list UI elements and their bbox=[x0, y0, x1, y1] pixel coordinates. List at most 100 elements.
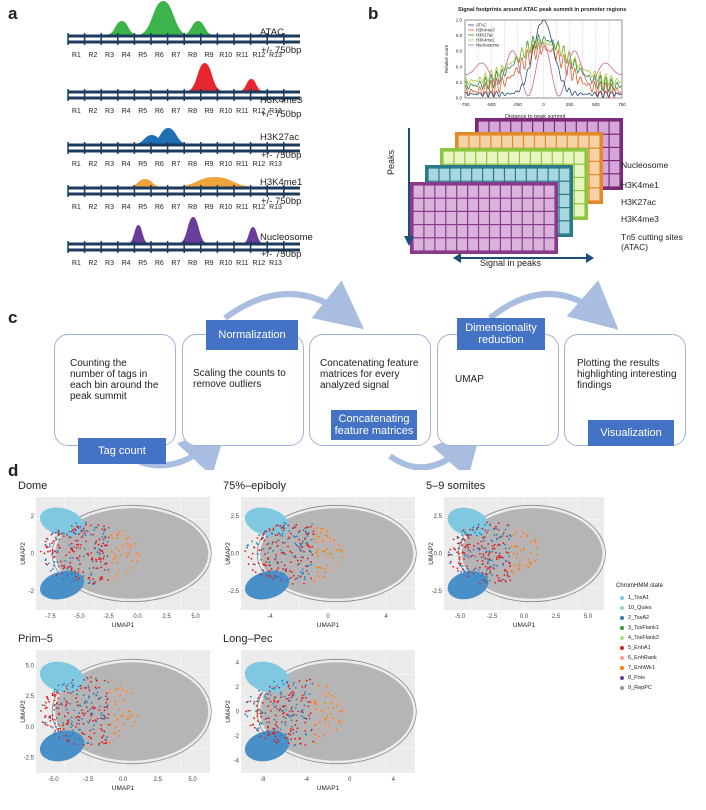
umap-point bbox=[106, 540, 109, 543]
umap-point bbox=[51, 692, 54, 695]
umap-point bbox=[295, 714, 298, 717]
umap-point bbox=[491, 574, 494, 576]
umap-point bbox=[66, 702, 69, 704]
umap-point bbox=[297, 710, 299, 713]
umap-point bbox=[60, 560, 62, 563]
umap-point bbox=[322, 535, 325, 538]
umap-point bbox=[72, 580, 75, 582]
bin-label: R9 bbox=[205, 52, 214, 59]
umap-point bbox=[335, 549, 338, 551]
umap-point bbox=[87, 687, 90, 689]
umap-point bbox=[298, 738, 301, 740]
umap-point bbox=[335, 700, 338, 703]
matrix-cell bbox=[483, 168, 493, 181]
umap-point bbox=[333, 546, 336, 549]
umap-point bbox=[78, 559, 80, 562]
umap-point bbox=[498, 552, 501, 555]
umap-point bbox=[45, 546, 48, 549]
umap-point bbox=[508, 575, 510, 578]
umap-point bbox=[511, 573, 513, 575]
umap-point bbox=[314, 733, 316, 736]
umap-point bbox=[513, 533, 516, 536]
umap-point bbox=[461, 544, 463, 547]
umap-point bbox=[293, 525, 296, 527]
umap-point bbox=[466, 567, 469, 570]
legend-item: 9_RepPC bbox=[620, 685, 652, 691]
umap-point bbox=[488, 550, 491, 552]
umap-point bbox=[94, 686, 97, 689]
umap-point bbox=[453, 547, 455, 550]
umap-point bbox=[288, 577, 291, 580]
bin-label: R2 bbox=[88, 260, 97, 267]
umap-point bbox=[277, 575, 280, 578]
umap-point bbox=[119, 689, 122, 692]
umap-point bbox=[305, 696, 307, 699]
umap-point bbox=[84, 534, 87, 537]
umap-point bbox=[530, 563, 532, 566]
umap-point bbox=[480, 545, 483, 547]
umap-x-tick: -4 bbox=[304, 777, 310, 783]
umap-point bbox=[266, 692, 269, 695]
umap-point bbox=[312, 740, 314, 743]
umap-point bbox=[328, 570, 331, 573]
umap-point bbox=[469, 528, 472, 531]
bin-label: R5 bbox=[138, 204, 147, 211]
umap-point bbox=[44, 723, 47, 726]
umap-point bbox=[70, 572, 73, 575]
umap-point bbox=[449, 560, 452, 563]
legend-dot bbox=[620, 616, 624, 620]
umap-point bbox=[266, 535, 268, 538]
umap-x-tick: -2.5 bbox=[103, 614, 114, 620]
umap-point bbox=[127, 536, 130, 539]
umap-point bbox=[320, 714, 322, 717]
umap-point bbox=[126, 718, 129, 720]
matrix-cell bbox=[548, 168, 559, 181]
matrix-cell bbox=[490, 198, 500, 211]
umap-point bbox=[284, 553, 287, 556]
umap-point bbox=[108, 688, 111, 690]
umap-point bbox=[324, 529, 326, 532]
umap-point bbox=[80, 687, 83, 690]
umap-point bbox=[262, 548, 265, 550]
umap-point bbox=[53, 708, 56, 711]
bin-label: R6 bbox=[155, 52, 164, 59]
umap-point bbox=[76, 579, 78, 581]
umap-point bbox=[99, 578, 101, 581]
umap-point bbox=[466, 554, 469, 557]
umap-point bbox=[106, 555, 109, 558]
umap-point bbox=[280, 721, 283, 724]
umap-point bbox=[57, 724, 60, 726]
umap-point bbox=[482, 539, 485, 542]
umap-point bbox=[484, 557, 487, 560]
umap-point bbox=[61, 578, 64, 581]
matrix-cell bbox=[589, 148, 600, 161]
umap-point bbox=[300, 559, 303, 562]
umap-point bbox=[299, 542, 301, 545]
legend-label: 8_Pois bbox=[628, 675, 645, 681]
umap-point bbox=[49, 550, 52, 552]
umap-point bbox=[85, 706, 88, 709]
umap-point bbox=[481, 572, 484, 574]
umap-point bbox=[260, 558, 262, 561]
bin-label: R5 bbox=[138, 52, 147, 59]
umap-point bbox=[71, 679, 74, 681]
umap-point bbox=[261, 711, 264, 714]
umap-point bbox=[127, 539, 130, 542]
umap-point bbox=[51, 714, 54, 717]
umap-point bbox=[77, 544, 80, 546]
umap-point bbox=[70, 681, 73, 684]
umap-point bbox=[93, 732, 96, 735]
umap-point bbox=[452, 538, 455, 541]
umap-point bbox=[129, 546, 132, 549]
umap-point bbox=[118, 708, 120, 711]
umap-point bbox=[512, 552, 515, 555]
umap-point bbox=[521, 540, 523, 542]
umap-point bbox=[318, 735, 320, 738]
umap-point bbox=[63, 566, 66, 569]
umap-point bbox=[54, 536, 57, 539]
umap-point bbox=[108, 741, 111, 744]
umap-point bbox=[121, 550, 124, 553]
umap-point bbox=[482, 553, 484, 556]
umap-point bbox=[301, 556, 303, 559]
umap-point bbox=[85, 521, 87, 524]
